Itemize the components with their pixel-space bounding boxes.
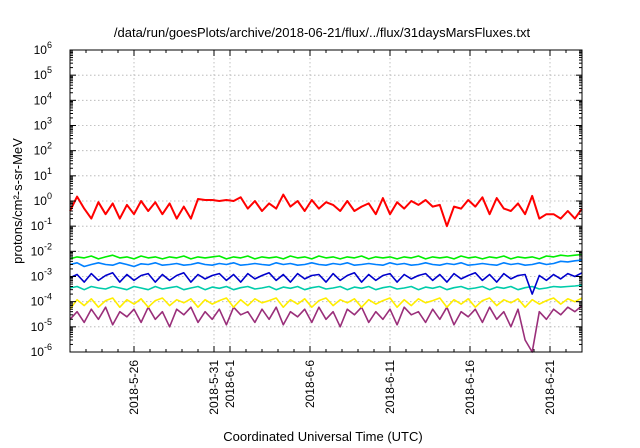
- chart-title: /data/run/goesPlots/archive/2018-06-21/f…: [114, 25, 531, 40]
- y-tick-label: 101: [34, 166, 52, 183]
- grid: [70, 50, 582, 352]
- x-tick-labels: 2018-5-26 2018-5-31 2018-6-1 2018-6-6 2018-6…: [69, 50, 583, 415]
- series-line-6: [69, 304, 583, 353]
- series-line-0: [69, 193, 583, 228]
- y-tick-label: 10-2: [31, 241, 52, 258]
- x-tick-label: 2018-6-6: [303, 360, 317, 408]
- y-tick-label: 100: [34, 191, 52, 208]
- y-tick-label: 104: [34, 90, 52, 107]
- y-tick-label: 10-5: [31, 317, 52, 334]
- y-tick-labels: 10-6 10-5 10-4 10-3 10-2 10-1 100 101 102 103 104 1…: [31, 40, 582, 359]
- series-line-3: [69, 271, 583, 295]
- series-line-5: [69, 297, 583, 310]
- series-line-1: [69, 253, 583, 260]
- series-line-2: [69, 259, 583, 268]
- y-tick-label: 106: [34, 40, 52, 57]
- x-axis-label: Coordinated Universal Time (UTC): [223, 429, 422, 444]
- y-tick-label: 105: [34, 65, 52, 82]
- y-tick-label: 10-1: [31, 216, 52, 233]
- x-tick-label: 2018-6-16: [463, 360, 477, 415]
- y-tick-label: 10-6: [31, 342, 52, 359]
- x-tick-label: 2018-6-1: [223, 360, 237, 408]
- x-tick-label: 2018-5-31: [207, 360, 221, 415]
- x-tick-label: 2018-6-21: [543, 360, 557, 415]
- y-tick-label: 10-4: [31, 292, 52, 309]
- x-tick-label: 2018-5-26: [127, 360, 141, 415]
- y-tick-label: 10-3: [31, 267, 52, 284]
- series-lines: [69, 193, 583, 353]
- x-tick-label: 2018-6-11: [383, 360, 397, 414]
- y-tick-label: 103: [34, 116, 52, 133]
- y-tick-label: 102: [34, 141, 52, 158]
- series-line-4: [69, 284, 583, 291]
- y-axis-label: protons/cm²-s-sr-MeV: [10, 138, 25, 264]
